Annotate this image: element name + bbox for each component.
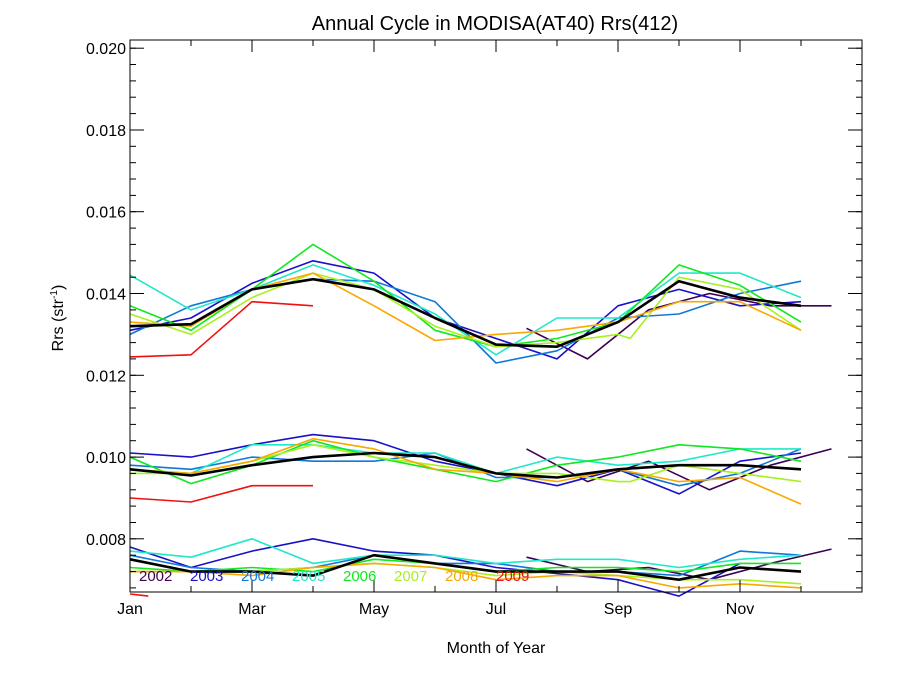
legend-item-2008: 2008 (445, 568, 478, 585)
y-tick-label: 0.018 (86, 123, 126, 140)
series-2005-line-1 (129, 264, 802, 356)
legend: 2002 2003 2004 2005 2006 2007 2008 2009 (139, 568, 529, 585)
legend-item-2009: 2009 (496, 568, 529, 585)
y-tick-label: 0.020 (86, 41, 126, 58)
series-mean-line-1 (129, 277, 802, 349)
series-2002-line-3 (526, 548, 832, 581)
x-axis: Jan Mar May Jul Sep Nov (117, 40, 802, 618)
y-axis-label: Rrs (str-1) (49, 285, 67, 352)
y-tick-label: 0.012 (86, 368, 126, 385)
legend-item-2002: 2002 (139, 568, 172, 585)
legend-item-2005: 2005 (292, 568, 325, 585)
series-2009-line-1 (129, 300, 314, 358)
plot-frame (129, 39, 863, 593)
x-tick-label: Jul (486, 601, 506, 618)
x-tick-label: Jan (117, 601, 143, 618)
chart-title: Annual Cycle in MODISA(AT40) Rrs(412) (312, 13, 678, 35)
series-2009-line-3 (129, 593, 149, 597)
series-2003-line-2 (129, 433, 802, 495)
x-axis-label: Month of Year (447, 640, 546, 657)
series-mean-line-3 (129, 553, 802, 582)
series-mean-line-2 (129, 451, 802, 479)
legend-item-2003: 2003 (190, 568, 223, 585)
legend-item-2007: 2007 (394, 568, 427, 585)
y-tick-label: 0.016 (86, 205, 126, 222)
series-2008-line-2 (129, 437, 802, 505)
legend-item-2006: 2006 (343, 568, 376, 585)
y-axis-label-main: Rrs (str (50, 298, 67, 351)
series-2007-line-1 (129, 272, 802, 348)
legend-item-2004: 2004 (241, 568, 274, 585)
x-tick-label: May (359, 601, 389, 618)
plot-lines (129, 243, 832, 597)
series-2005-line-2 (129, 443, 801, 475)
x-tick-label: Mar (238, 601, 266, 618)
y-axis-label-sup: -1 (49, 290, 60, 299)
series-2008-line-3 (130, 562, 802, 589)
x-tick-label: Sep (604, 601, 633, 618)
y-tick-label: 0.014 (86, 287, 126, 304)
x-tick-label: Nov (726, 601, 754, 618)
y-axis-label-close: ) (50, 285, 67, 290)
y-axis: 0.008 0.010 0.012 0.014 0.016 0.018 0.020 (86, 41, 862, 589)
series-2005-line-3 (129, 537, 802, 569)
series-2003-line-1 (129, 259, 802, 360)
y-tick-label: 0.010 (86, 450, 126, 467)
series-2006-line-2 (129, 439, 802, 485)
series-2009-line-2 (129, 484, 313, 503)
y-tick-label: 0.008 (86, 532, 126, 549)
